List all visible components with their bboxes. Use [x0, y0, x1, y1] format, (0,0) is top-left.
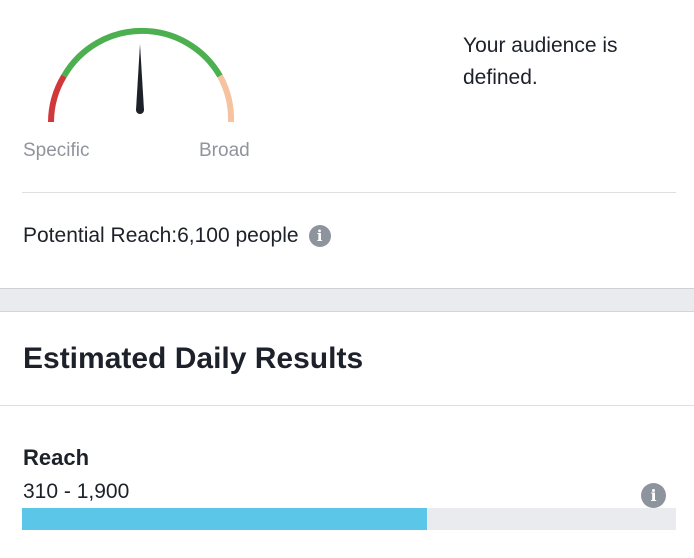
- potential-reach-label: Potential Reach:: [23, 224, 178, 247]
- estimated-daily-results-card: Estimated Daily Results Reach 310 - 1,90…: [0, 312, 694, 558]
- potential-reach: Potential Reach: 6,100 people i: [23, 224, 331, 248]
- reach-progress-fill: [22, 508, 428, 530]
- gauge-label-specific: Specific: [23, 140, 90, 161]
- reach-progress-track: [22, 508, 676, 530]
- info-icon[interactable]: i: [308, 225, 331, 247]
- audience-status-text: Your audience is defined.: [463, 34, 618, 89]
- info-icon[interactable]: i: [641, 483, 666, 508]
- audience-size-gauge: Specific Broad: [20, 14, 260, 164]
- potential-reach-value: 6,100 people: [177, 224, 299, 247]
- gauge-dial-icon: [48, 27, 235, 123]
- divider: [22, 192, 676, 193]
- section-title: Estimated Daily Results: [23, 342, 364, 375]
- reach-metric-label: Reach: [23, 445, 90, 470]
- reach-metric-range: 310 - 1,900: [23, 480, 130, 503]
- reach-info-button[interactable]: i: [641, 483, 666, 508]
- section-separator: [0, 288, 694, 312]
- divider: [0, 405, 694, 406]
- gauge-label-broad: Broad: [199, 140, 250, 161]
- audience-definition-card: Specific Broad Your audience is defined.…: [20, 14, 676, 248]
